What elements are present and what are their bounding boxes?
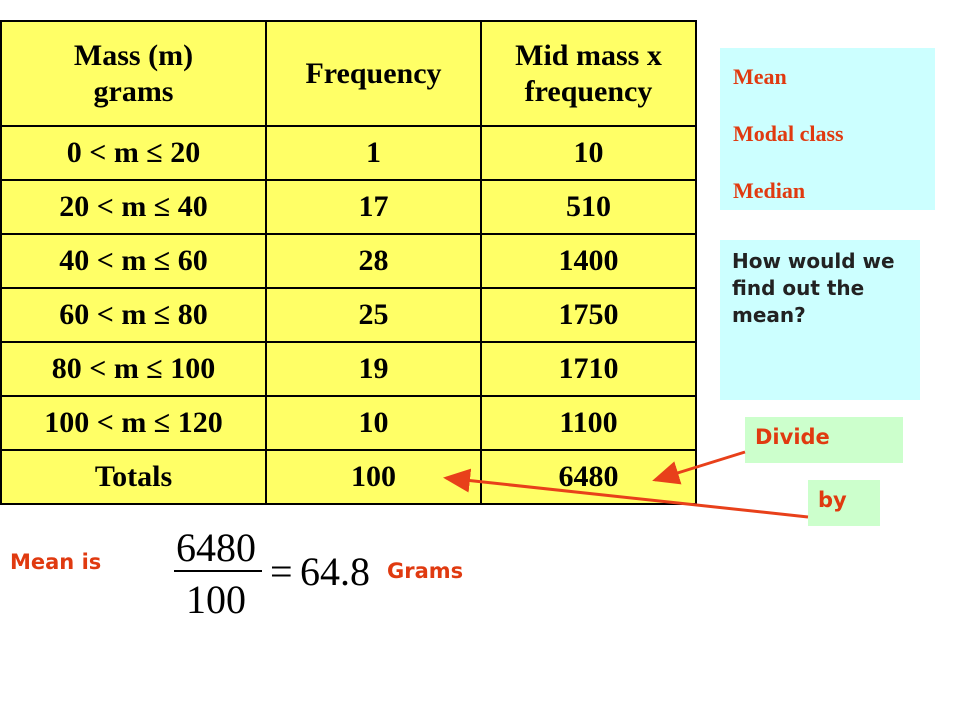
- hint-box: Divide: [745, 417, 903, 463]
- table-cell: 1710: [480, 341, 697, 397]
- table-cell: 20 < m ≤ 40: [0, 179, 267, 235]
- table-cell: 1400: [480, 233, 697, 289]
- header-text: Mass (m) grams: [73, 38, 194, 108]
- table-row: Totals 100 6480: [0, 449, 697, 505]
- arrow: [443, 468, 809, 519]
- table-cell: 17: [265, 179, 482, 235]
- table-row: 0 < m ≤ 20 1 10: [0, 125, 697, 181]
- hint-box: by: [808, 480, 880, 526]
- header-cell: Mid mass x frequency: [480, 20, 697, 127]
- table-cell: 1100: [480, 395, 697, 451]
- topic: Mean: [733, 64, 787, 89]
- table-cell: 10: [480, 125, 697, 181]
- header-text: Mid mass x frequency: [515, 38, 662, 108]
- table-cell: 0 < m ≤ 20: [0, 125, 267, 181]
- table-cell: 60 < m ≤ 80: [0, 287, 267, 343]
- result-value: 64.8: [300, 549, 370, 594]
- operator: =: [270, 549, 293, 594]
- table-cell: 100 < m ≤ 120: [0, 395, 267, 451]
- topics-box: Mean Modal class Median: [720, 48, 935, 210]
- table-row: 60 < m ≤ 80 25 1750: [0, 287, 697, 343]
- table-cell: 1750: [480, 287, 697, 343]
- table-cell: Totals: [0, 449, 267, 505]
- denominator: 100: [186, 577, 246, 622]
- table-cell: 28: [265, 233, 482, 289]
- table-row: 80 < m ≤ 100 19 1710: [0, 341, 697, 397]
- frequency-table: Mass (m) grams Frequency Mid mass x freq…: [0, 20, 697, 505]
- table-cell: 1: [265, 125, 482, 181]
- table-cell: 10: [265, 395, 482, 451]
- table-cell: 80 < m ≤ 100: [0, 341, 267, 397]
- table-row: 20 < m ≤ 40 17 510: [0, 179, 697, 235]
- table-row: 40 < m ≤ 60 28 1400: [0, 233, 697, 289]
- arrow: [652, 450, 746, 485]
- question-box: How would we find out the mean?: [720, 240, 920, 400]
- table-cell: 19: [265, 341, 482, 397]
- header-row: Mass (m) grams Frequency Mid mass x freq…: [0, 20, 697, 127]
- table-row: 100 < m ≤ 120 10 1100: [0, 395, 697, 451]
- topic: Modal class: [733, 121, 844, 146]
- numerator: 6480: [176, 525, 256, 570]
- table-cell: 510: [480, 179, 697, 235]
- unit: Grams: [387, 559, 464, 583]
- header-cell: Mass (m) grams: [0, 20, 267, 127]
- table-cell: 40 < m ≤ 60: [0, 233, 267, 289]
- header-cell: Frequency: [265, 20, 482, 127]
- topic: Median: [733, 178, 806, 203]
- result-label: Mean is: [10, 550, 102, 574]
- table-cell: 25: [265, 287, 482, 343]
